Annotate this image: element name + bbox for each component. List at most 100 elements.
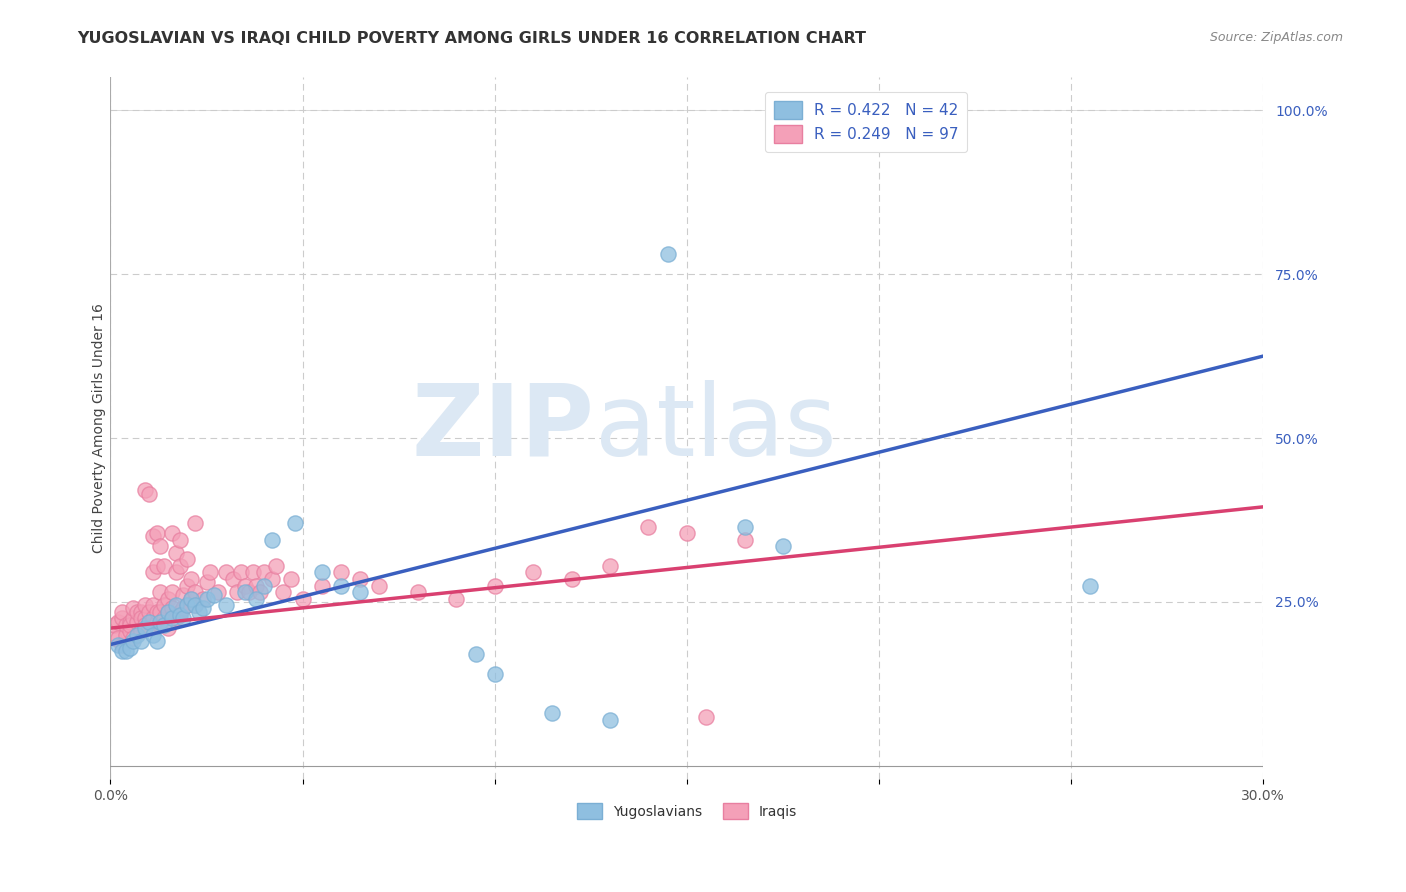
Point [260, 533, 283, 547]
Point [165, 566, 187, 580]
Point [165, 598, 187, 612]
Point [215, 598, 238, 612]
Point [207, 585, 229, 599]
Point [191, 591, 214, 606]
Point [226, 585, 249, 599]
Point [149, 585, 172, 599]
Point [107, 638, 129, 652]
Point [145, 634, 167, 648]
Point [107, 615, 129, 629]
Point [149, 615, 172, 629]
Point [129, 634, 152, 648]
Point [180, 591, 202, 606]
Point [153, 618, 176, 632]
Point [233, 578, 256, 592]
Point [145, 615, 167, 629]
Point [111, 638, 134, 652]
Point [160, 611, 183, 625]
Point [176, 578, 198, 592]
Point [264, 558, 287, 573]
Point [464, 648, 486, 662]
Point [153, 558, 176, 573]
Point [138, 621, 160, 635]
Point [349, 585, 371, 599]
Point [176, 552, 198, 566]
Point [111, 611, 134, 625]
Point [280, 572, 302, 586]
Point [187, 605, 209, 619]
Point [107, 631, 129, 645]
Point [160, 585, 183, 599]
Point [157, 605, 180, 619]
Point [103, 631, 125, 645]
Point [176, 598, 198, 612]
Point [134, 611, 156, 625]
Point [191, 601, 214, 615]
Point [172, 601, 194, 615]
Point [142, 598, 165, 612]
Point [273, 585, 295, 599]
Point [142, 628, 165, 642]
Point [215, 566, 238, 580]
Point [676, 526, 699, 541]
Point [157, 605, 180, 619]
Point [180, 591, 202, 606]
Point [180, 572, 202, 586]
Point [406, 585, 429, 599]
Point [238, 585, 260, 599]
Point [103, 618, 125, 632]
Point [160, 526, 183, 541]
Point [114, 618, 136, 632]
Point [734, 519, 756, 533]
Point [657, 247, 679, 261]
Point [599, 558, 621, 573]
Point [157, 591, 180, 606]
Point [249, 585, 271, 599]
Point [111, 644, 134, 658]
Point [260, 572, 283, 586]
Point [637, 519, 659, 533]
Point [368, 578, 391, 592]
Point [118, 618, 141, 632]
Point [122, 601, 145, 615]
Point [138, 487, 160, 501]
Point [202, 588, 225, 602]
Point [172, 611, 194, 625]
Point [122, 631, 145, 645]
Point [165, 546, 187, 560]
Point [165, 611, 187, 625]
Point [695, 709, 717, 723]
Point [233, 585, 256, 599]
Point [134, 618, 156, 632]
Point [284, 516, 307, 531]
Point [734, 533, 756, 547]
Point [122, 611, 145, 625]
Point [253, 578, 276, 592]
Point [311, 578, 333, 592]
Point [129, 611, 152, 625]
Point [184, 516, 207, 531]
Y-axis label: Child Poverty Among Girls Under 16: Child Poverty Among Girls Under 16 [93, 303, 107, 553]
Text: ZIP: ZIP [412, 380, 595, 476]
Point [541, 706, 564, 721]
Point [245, 591, 267, 606]
Point [142, 611, 165, 625]
Point [118, 624, 141, 639]
Point [184, 598, 207, 612]
Point [253, 566, 276, 580]
Point [242, 566, 264, 580]
Point [118, 640, 141, 655]
Point [145, 605, 167, 619]
Point [160, 601, 183, 615]
Point [118, 615, 141, 629]
Point [291, 591, 314, 606]
Point [149, 539, 172, 553]
Point [172, 588, 194, 602]
Point [127, 605, 149, 619]
Point [153, 598, 176, 612]
Point [127, 615, 149, 629]
Point [772, 539, 794, 553]
Point [184, 585, 207, 599]
Point [200, 566, 222, 580]
Point [134, 598, 156, 612]
